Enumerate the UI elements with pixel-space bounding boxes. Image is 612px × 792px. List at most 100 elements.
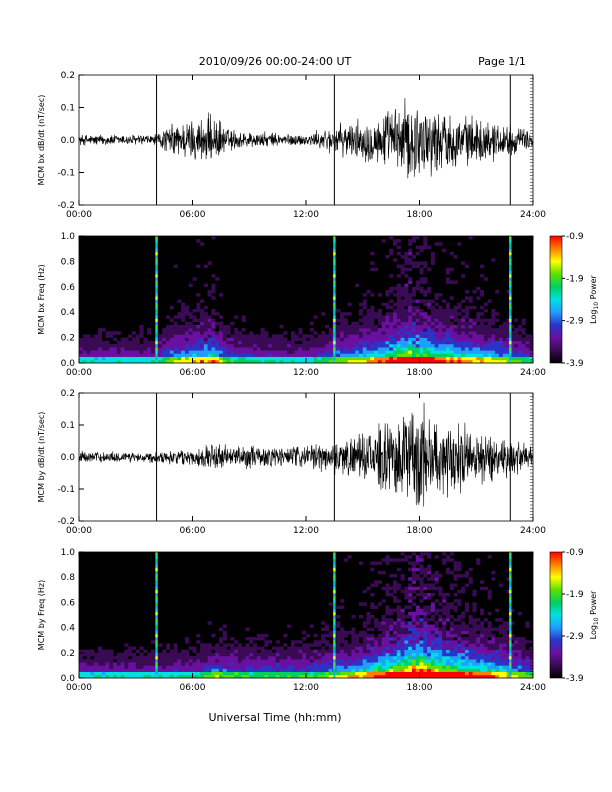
- spectrogram-cell: [389, 611, 394, 616]
- spectrogram-cell: [483, 646, 488, 650]
- spectrogram-cell: [393, 258, 398, 262]
- spike-band: [333, 353, 336, 357]
- spectrogram-cell: [480, 350, 485, 354]
- spectrogram-cell: [408, 668, 413, 672]
- spectrogram-cell: [423, 596, 428, 600]
- spectrogram-cell: [328, 643, 333, 647]
- spectrogram-cell: [324, 359, 329, 364]
- spectrogram-cell: [351, 334, 356, 338]
- spectrogram-cell: [423, 583, 428, 587]
- spectrogram-cell: [192, 337, 197, 342]
- spectrogram-cell: [260, 356, 265, 361]
- colorbar-title-main: Log: [589, 310, 598, 324]
- spectrogram-cell: [483, 356, 488, 361]
- spectrogram-cell: [430, 321, 435, 326]
- spectrogram-cell: [351, 668, 356, 672]
- spectrogram-cell: [230, 340, 235, 345]
- spike-band: [155, 611, 158, 616]
- spectrogram-cell: [177, 324, 182, 329]
- spectrogram-cell: [200, 312, 205, 316]
- spectrogram-cell: [393, 643, 398, 647]
- spectrogram-cell: [313, 633, 318, 638]
- spectrogram-cell: [226, 340, 231, 345]
- spectrogram-cell: [196, 239, 201, 243]
- spectrogram-cell: [434, 331, 439, 335]
- spectrogram-cell: [464, 627, 469, 632]
- spike-band: [509, 350, 512, 354]
- spectrogram-cell: [393, 652, 398, 657]
- spectrogram-cell: [135, 350, 140, 354]
- spectrogram-cell: [464, 624, 469, 628]
- spectrogram-cell: [309, 649, 314, 654]
- spectrogram-cell: [162, 343, 167, 348]
- spectrogram-cell: [377, 337, 382, 342]
- spectrogram-cell: [457, 564, 462, 569]
- spectrogram-cell: [328, 674, 333, 679]
- spectrogram-cell: [347, 347, 352, 351]
- spectrogram-cell: [396, 633, 401, 638]
- spectrogram-cell: [290, 643, 295, 647]
- spectrogram-cell: [445, 347, 451, 351]
- spectrogram-cell: [143, 649, 148, 654]
- spectrogram-cell: [184, 659, 190, 663]
- spike-band: [155, 255, 158, 259]
- spectrogram-cell: [351, 356, 356, 361]
- spectrogram-cell: [480, 318, 485, 323]
- spectrogram-cell: [472, 324, 477, 329]
- spike-band: [509, 646, 512, 650]
- spectrogram-cell: [495, 337, 500, 342]
- spectrogram-cell: [215, 662, 220, 666]
- spectrogram-cell: [139, 359, 144, 364]
- spectrogram-cell: [358, 602, 364, 606]
- spectrogram-cell: [181, 324, 186, 329]
- spectrogram-cell: [162, 671, 167, 676]
- spectrogram-cell: [256, 337, 261, 342]
- spectrogram-cell: [415, 347, 420, 351]
- spectrogram-cell: [181, 649, 186, 654]
- spectrogram-cell: [442, 350, 447, 354]
- spectrogram-cell: [487, 328, 492, 332]
- spectrogram-cell: [472, 328, 477, 332]
- spectrogram-cell: [514, 334, 519, 338]
- spectrogram-cell: [324, 643, 329, 647]
- spectrogram-cell: [461, 655, 466, 660]
- spectrogram-cell: [495, 640, 500, 644]
- spectrogram-cell: [483, 637, 488, 641]
- spectrogram-cell: [506, 347, 511, 351]
- spectrogram-cell: [404, 668, 409, 672]
- spectrogram-cell: [453, 359, 458, 364]
- spectrogram-cell: [423, 592, 428, 597]
- spectrogram-cell: [498, 324, 504, 329]
- spectrogram-cell: [472, 347, 477, 351]
- spectrogram-cell: [321, 353, 326, 357]
- spectrogram-cell: [222, 649, 227, 654]
- spectrogram-cell: [317, 334, 322, 338]
- spectrogram-cell: [343, 655, 348, 660]
- spectrogram-cell: [343, 630, 348, 635]
- spectrogram-cell: [430, 318, 435, 323]
- spectrogram-cell: [411, 574, 417, 578]
- spectrogram-cell: [340, 356, 345, 361]
- spectrogram-cell: [491, 671, 496, 676]
- spectrogram-cell: [442, 334, 447, 338]
- x-tick-label: 18:00: [407, 210, 433, 220]
- spectrogram-cell: [445, 665, 451, 669]
- spectrogram-cell: [207, 331, 212, 335]
- spectrogram-cell: [366, 315, 371, 319]
- spectrogram-cell: [340, 655, 345, 660]
- spectrogram-cell: [449, 655, 454, 660]
- spectrogram-cell: [389, 608, 394, 613]
- spectrogram-cell: [340, 652, 345, 657]
- spectrogram-cell: [453, 561, 458, 565]
- x-tick-label: 12:00: [293, 368, 319, 378]
- spectrogram-cell: [237, 649, 242, 654]
- spike-band: [155, 280, 158, 284]
- spectrogram-cell: [211, 328, 216, 332]
- spectrogram-cell: [268, 350, 273, 354]
- spectrogram-cell: [226, 649, 231, 654]
- spectrogram-cell: [264, 353, 269, 357]
- spectrogram-cell: [340, 627, 345, 632]
- spectrogram-cell: [442, 331, 447, 335]
- spectrogram-cell: [434, 649, 439, 654]
- spectrogram-cell: [427, 630, 432, 635]
